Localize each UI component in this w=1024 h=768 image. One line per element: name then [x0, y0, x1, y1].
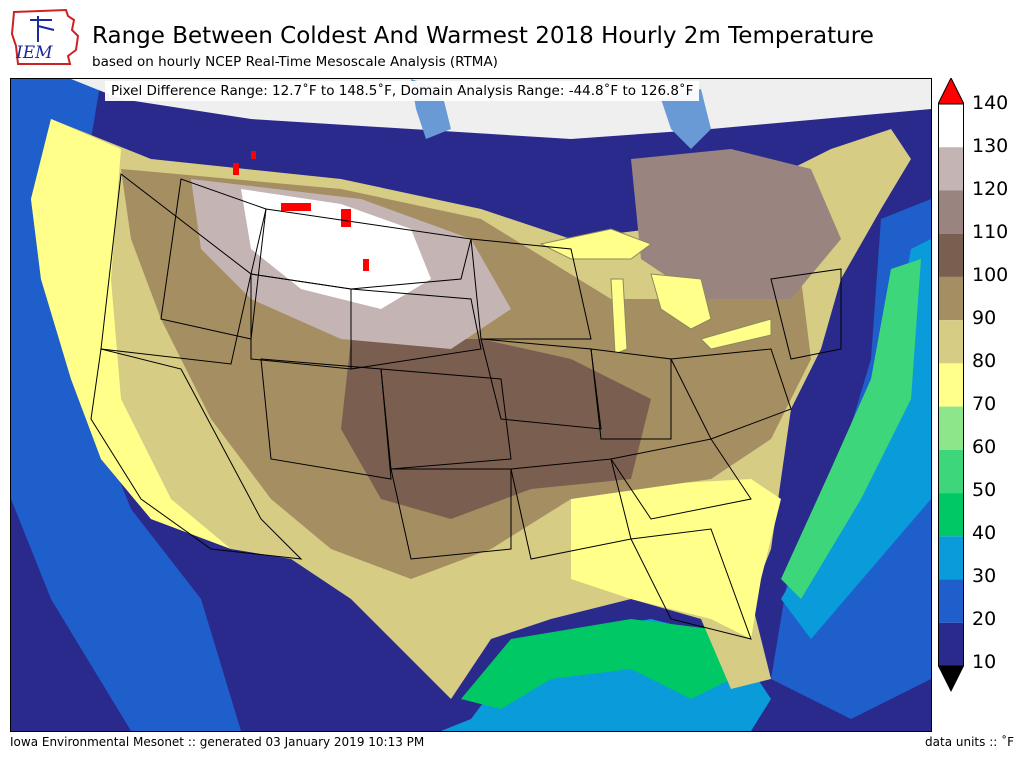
colorbar-bin-10	[938, 622, 964, 666]
hudson-region-water	[661, 89, 711, 149]
colorbar-tick-30: 30	[972, 565, 997, 587]
colorbar-over-arrow	[938, 78, 964, 105]
colorbar-bin-90	[938, 276, 964, 321]
colorbar-bin-60	[938, 406, 964, 450]
atlantic-band-green	[781, 259, 921, 599]
colorbar-tick-20: 20	[972, 608, 997, 630]
colorbar-bin-80	[938, 320, 964, 364]
map-subtitle: based on hourly NCEP Real-Time Mesoscale…	[92, 54, 498, 70]
colorbar-tick-90: 90	[972, 307, 997, 329]
gulf-band-green	[461, 619, 731, 709]
temperature-range-map	[11, 79, 931, 731]
central-dark-brown	[341, 339, 651, 519]
colorbar-bin-70	[938, 363, 964, 407]
iem-logo: IEM	[10, 8, 80, 65]
colorbar-tick-140: 140	[972, 92, 1009, 114]
map-title: Range Between Coldest And Warmest 2018 H…	[92, 23, 874, 49]
colorbar-tick-110: 110	[972, 221, 1009, 243]
state-borders	[90, 173, 842, 640]
colorbar-tick-100: 100	[972, 264, 1009, 286]
footer-credit: Iowa Environmental Mesonet :: generated …	[10, 735, 425, 749]
above-140-patches	[233, 151, 369, 271]
logo-text: IEM	[15, 43, 53, 63]
west-coast-yellow	[31, 119, 231, 549]
colorbar-tick-10: 10	[972, 651, 997, 673]
northern-plains-white	[241, 189, 431, 309]
colorbar-tick-80: 80	[972, 350, 997, 372]
footer-units: data units :: ˚F	[925, 735, 1014, 749]
colorbar-bin-110	[938, 190, 964, 234]
colorbar-tick-40: 40	[972, 522, 997, 544]
colorbar	[938, 78, 964, 692]
pixel-range-annotation: Pixel Difference Range: 12.7˚F to 148.5˚…	[105, 81, 700, 101]
colorbar-bin-50	[938, 449, 964, 494]
colorbar-tick-70: 70	[972, 393, 997, 415]
colorbar-tick-130: 130	[972, 135, 1009, 157]
colorbar-tick-50: 50	[972, 479, 997, 501]
colorbar-under-arrow	[938, 666, 964, 692]
great-lakes-region-mauve	[631, 149, 841, 299]
colorbar-tick-120: 120	[972, 178, 1009, 200]
colorbar-bin-130	[938, 104, 964, 148]
great-lakes	[539, 228, 772, 355]
colorbar-bin-120	[938, 147, 964, 191]
colorbar-tick-60: 60	[972, 436, 997, 458]
colorbar-bin-100	[938, 233, 964, 277]
colorbar-bin-20	[938, 579, 964, 623]
southeast-yellow	[571, 479, 781, 639]
colorbar-bin-30	[938, 536, 964, 580]
map-panel: Pixel Difference Range: 12.7˚F to 148.5˚…	[10, 78, 932, 732]
colorbar-bin-40	[938, 493, 964, 537]
weather-station-icon	[30, 16, 55, 42]
